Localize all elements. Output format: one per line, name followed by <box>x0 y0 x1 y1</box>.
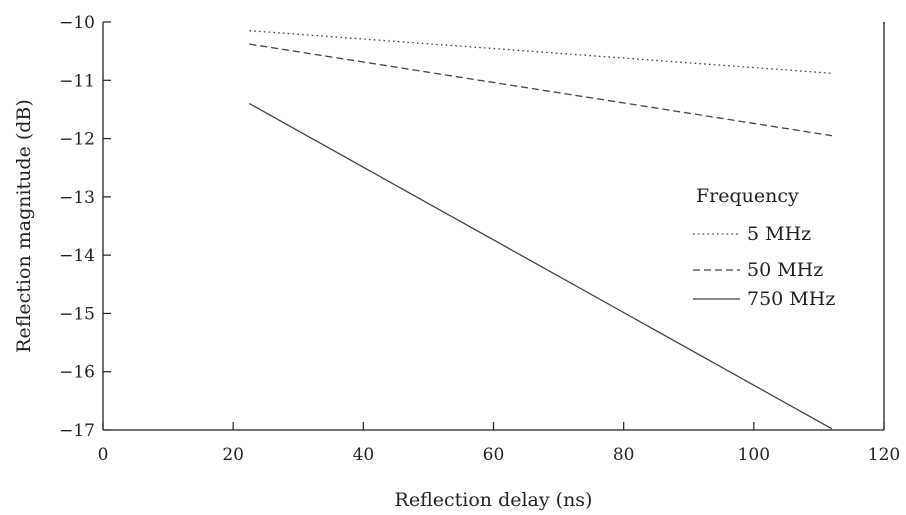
x-axis-title: Reflection delay (ns) <box>395 489 593 511</box>
y-axis-title: Reflection magnitude (dB) <box>13 99 35 353</box>
x-tick-label: 0 <box>98 445 109 465</box>
y-tick-label: −12 <box>59 130 95 150</box>
y-tick-label: −14 <box>59 246 95 266</box>
y-tick-label: −11 <box>59 71 95 91</box>
x-tick-label: 120 <box>868 445 900 465</box>
x-tick-label: 60 <box>483 445 505 465</box>
legend-label: 5 MHz <box>747 223 811 245</box>
x-tick-label: 100 <box>738 445 770 465</box>
x-tick-label: 40 <box>353 445 375 465</box>
y-tick-label: −16 <box>59 363 95 383</box>
x-tick-label: 20 <box>222 445 244 465</box>
series-lines <box>249 30 833 430</box>
legend: Frequency 5 MHz 50 MHz 750 MHz <box>693 185 835 310</box>
x-tick-label: 80 <box>613 445 635 465</box>
legend-items: 5 MHz 50 MHz 750 MHz <box>693 223 835 310</box>
legend-label: 750 MHz <box>747 288 835 310</box>
legend-label: 50 MHz <box>747 259 823 281</box>
y-tick-label: −17 <box>59 421 95 441</box>
series-line-5-mhz <box>249 30 832 74</box>
y-tick-label: −13 <box>59 188 95 208</box>
y-tick-label: −10 <box>59 13 95 33</box>
x-ticks: 0 20 40 60 80 100 120 <box>98 422 900 465</box>
y-ticks: −10 −11 −12 −13 −14 −15 −16 −17 <box>59 13 111 441</box>
legend-title: Frequency <box>696 185 799 207</box>
series-line-750-mhz <box>249 103 833 430</box>
y-tick-label: −15 <box>59 304 95 324</box>
